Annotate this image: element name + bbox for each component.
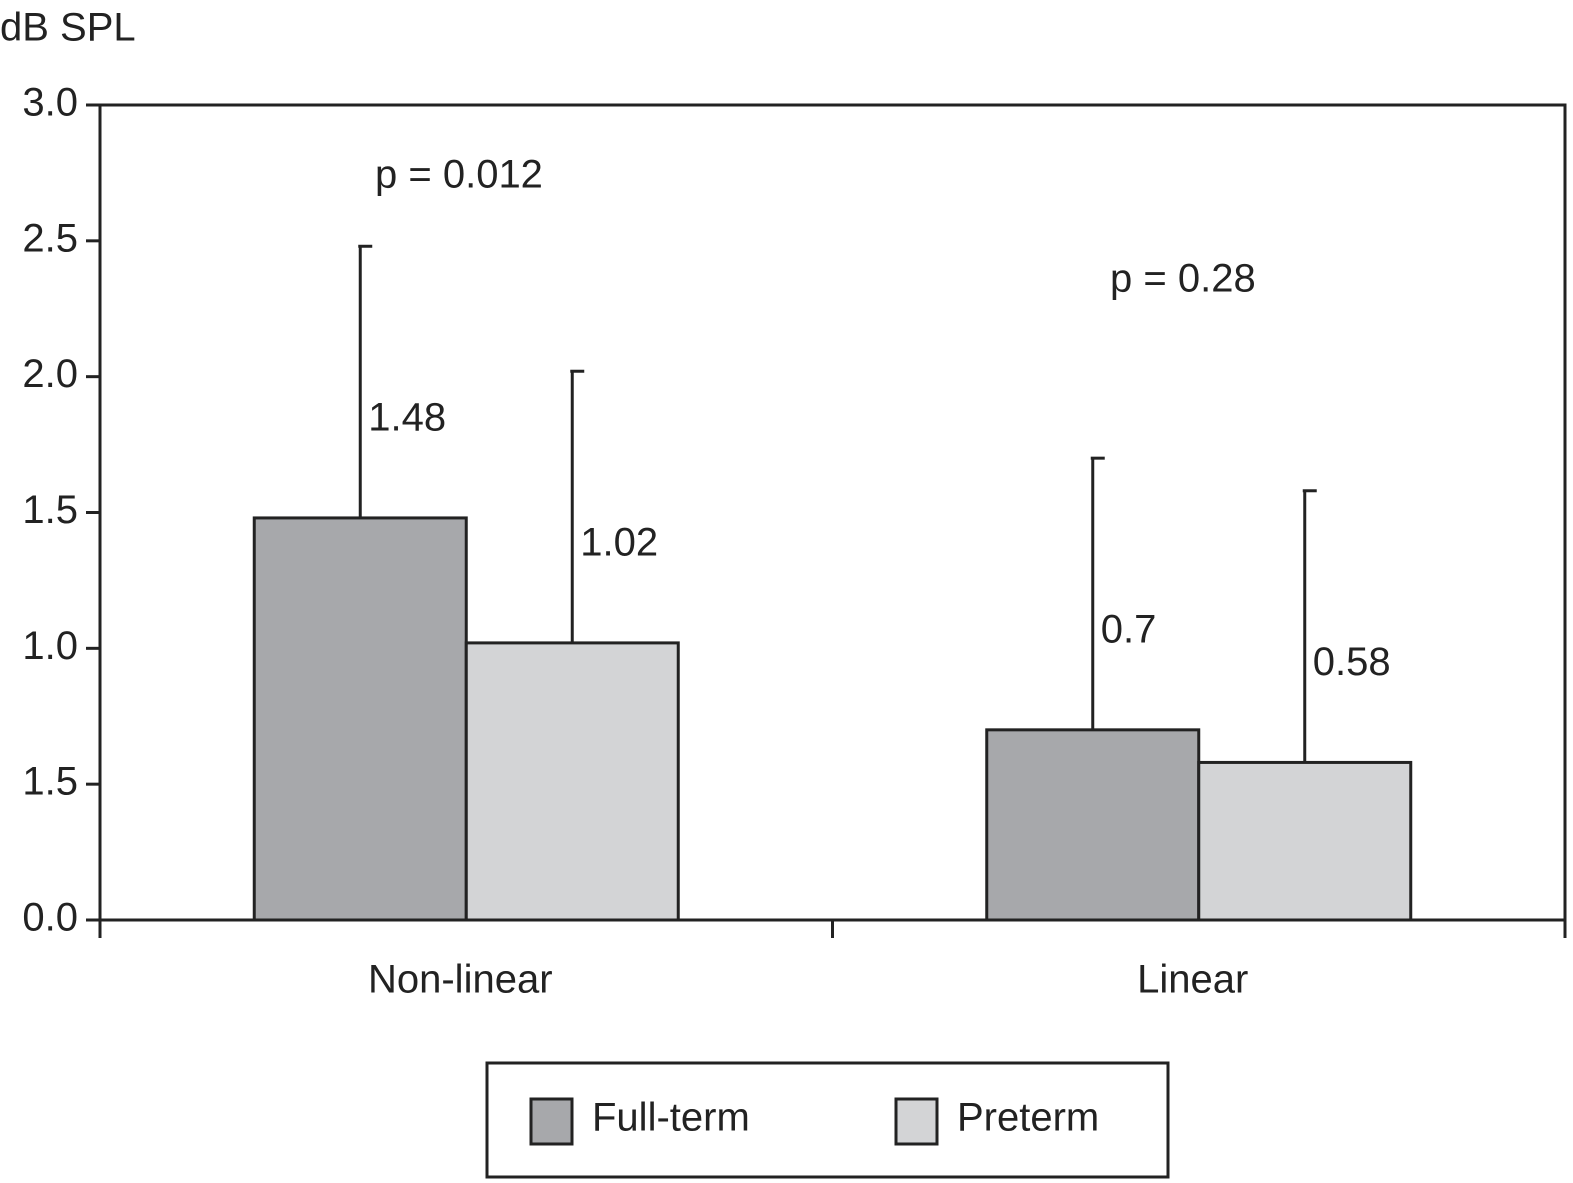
- bar: [1197, 760, 1413, 922]
- y-tick-label: 1.5: [22, 488, 78, 532]
- value-label: 1.48: [368, 396, 446, 440]
- annotation: p = 0.012: [375, 153, 543, 197]
- value-label: 1.02: [580, 521, 658, 565]
- bar: [252, 516, 468, 922]
- bar: [985, 728, 1201, 922]
- annotation: p = 0.28: [1110, 257, 1256, 301]
- x-tick-label: Non-linear: [368, 958, 553, 1002]
- legend-box: [485, 1061, 1170, 1179]
- y-tick-label: 1.5: [22, 760, 78, 804]
- plot-frame: [98, 103, 1567, 922]
- y-axis-label: dB SPL: [0, 6, 136, 50]
- y-tick-label: 2.0: [22, 352, 78, 396]
- value-label: 0.7: [1101, 608, 1157, 652]
- y-tick-label: 1.0: [22, 624, 78, 668]
- y-tick-label: 0.0: [22, 896, 78, 940]
- y-tick-label: 3.0: [22, 81, 78, 125]
- bar: [464, 641, 680, 922]
- x-tick-label: Linear: [1137, 958, 1248, 1002]
- value-label: 0.58: [1313, 640, 1391, 684]
- legend-label: Full-term: [592, 1096, 750, 1140]
- legend-label: Preterm: [957, 1096, 1099, 1140]
- legend-swatch: [529, 1097, 574, 1146]
- legend-swatch: [894, 1097, 939, 1146]
- y-tick-label: 2.5: [22, 216, 78, 260]
